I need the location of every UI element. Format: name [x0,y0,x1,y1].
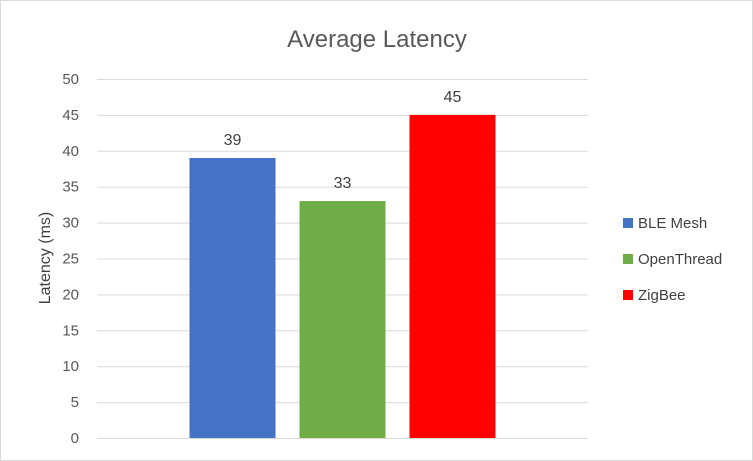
legend: BLE Mesh OpenThread ZigBee [623,215,722,304]
y-axis-label: Latency (ms) [37,212,54,304]
data-label: 33 [334,175,352,192]
bars [189,114,496,439]
legend-label: BLE Mesh [638,215,707,232]
y-tick-label: 25 [62,251,79,268]
y-tick-label: 40 [62,143,79,160]
y-tick-label: 50 [62,71,79,88]
bar-ble-mesh [189,157,276,439]
bar-zigbee [409,114,496,439]
y-tick-label: 0 [71,430,79,447]
y-tick-label: 10 [62,358,79,375]
y-tick-label: 30 [62,215,79,232]
y-tick-label: 5 [71,394,79,411]
legend-swatch [623,290,633,300]
y-tick-label: 15 [62,322,79,339]
legend-swatch [623,218,633,228]
legend-swatch [623,254,633,264]
bar-openthread [299,201,386,438]
legend-label: OpenThread [638,251,722,268]
y-axis-ticks: 0 5 10 15 20 25 30 35 40 45 50 [62,71,79,447]
data-label: 39 [224,132,242,149]
data-label: 45 [444,89,462,106]
y-tick-label: 45 [62,107,79,124]
y-tick-label: 20 [62,286,79,303]
data-labels: 39 33 45 [224,89,462,192]
y-tick-label: 35 [62,179,79,196]
chart-title: Average Latency [287,26,467,53]
legend-label: ZigBee [638,287,686,304]
